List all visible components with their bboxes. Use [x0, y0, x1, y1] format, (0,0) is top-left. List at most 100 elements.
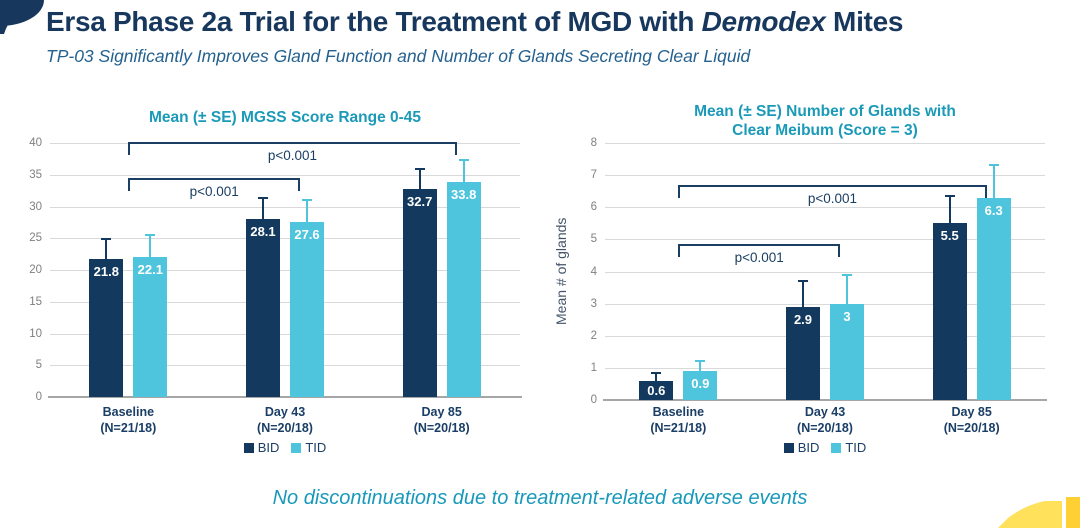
y-axis-tick-label: 35: [29, 168, 42, 181]
bar-tid: [830, 303, 864, 400]
y-axis-tick-label: 0: [35, 391, 42, 403]
bar-value-label: 5.5: [940, 228, 959, 244]
bar-bid: [402, 189, 437, 397]
page-title-prefix: Ersa Phase 2a Trial for the Treatment of…: [46, 6, 702, 37]
error-bar-cap: [145, 234, 156, 237]
error-bar: [462, 160, 465, 183]
error-bar: [948, 196, 951, 224]
x-axis-line: [603, 399, 1047, 401]
error-bar-cap: [302, 199, 312, 202]
legend-swatch-icon: [783, 442, 794, 453]
gridline: [50, 365, 520, 367]
y-axis-tick-label: 8: [590, 137, 597, 149]
gridline: [50, 206, 520, 208]
y-axis-tick-label: 5: [35, 359, 42, 372]
bar-value-label: 21.8: [93, 263, 119, 279]
error-bar-cap: [842, 273, 852, 276]
chart-mgss-score: Mean (± SE) MGSS Score Range 0-45 0 5 10 15 2…: [0, 100, 545, 472]
error-bar-cap: [101, 237, 112, 240]
error-bar-cap: [258, 197, 268, 200]
significance-bracket: [678, 184, 987, 198]
chart-legend: BID TID: [50, 440, 520, 455]
bar-value-label: 27.6: [294, 226, 320, 242]
error-bar-cap: [988, 164, 999, 167]
legend-item-tid: TID: [831, 440, 866, 455]
bar-bid: [932, 223, 967, 400]
legend-item-bid: BID: [783, 440, 820, 455]
error-bar: [306, 200, 308, 222]
bar-bid: [246, 218, 280, 397]
gridline: [605, 207, 1045, 209]
y-axis-tick-label: 4: [590, 265, 597, 278]
significance-bracket: [128, 177, 300, 191]
gridline: [605, 367, 1045, 369]
bar-value-label: 33.8: [451, 187, 477, 203]
p-value-label: p<0.001: [189, 183, 239, 199]
bar-bid: [89, 258, 124, 397]
gridline: [605, 303, 1045, 305]
corner-logo-icon: [0, 0, 44, 34]
significance-bracket: [128, 141, 457, 155]
y-axis-tick-label: 5: [590, 233, 597, 246]
gridline: [50, 174, 520, 176]
error-bar-cap: [458, 159, 469, 162]
bar-value-label: 0.6: [647, 382, 666, 398]
bar-value-label: 0.9: [691, 376, 710, 392]
error-bar: [655, 372, 658, 381]
bar-value-label: 6.3: [984, 202, 1003, 218]
page-title: Ersa Phase 2a Trial for the Treatment of…: [46, 6, 903, 38]
bar-value-label: 28.1: [250, 223, 276, 239]
bar-value-label: 32.7: [407, 194, 433, 210]
y-axis-tick-label: 15: [29, 295, 42, 308]
legend-label: TID: [845, 440, 867, 455]
p-value-label: p<0.001: [807, 190, 858, 206]
y-axis-tick-label: 40: [29, 137, 42, 149]
bar-value-label: 2.9: [793, 311, 813, 327]
y-axis-tick-label: 6: [590, 201, 597, 214]
bar-bid: [639, 380, 674, 400]
error-bar: [802, 281, 804, 307]
y-axis-tick-label: 25: [29, 232, 42, 245]
error-bar-cap: [798, 280, 808, 283]
error-bar: [149, 235, 152, 257]
x-axis-line: [48, 396, 522, 398]
x-axis-category-label: Day 43 (N=20/18): [797, 405, 853, 435]
error-bar-cap: [695, 360, 706, 363]
bar-tid: [446, 182, 481, 397]
x-axis-category-label: Day 85 (N=20/18): [943, 405, 1000, 435]
chart-title: Mean (± SE) MGSS Score Range 0-45: [148, 109, 422, 126]
legend-swatch-icon: [831, 442, 842, 453]
gridline: [605, 175, 1045, 177]
y-axis-title: Mean # of glands: [553, 217, 569, 326]
gridline: [605, 143, 1045, 144]
page-title-suffix: Mites: [825, 6, 904, 37]
error-bar: [992, 165, 995, 198]
error-bar: [105, 238, 108, 259]
gridline: [605, 335, 1045, 337]
bar-value-label: 22.1: [137, 261, 163, 277]
bar-tid: [133, 256, 168, 397]
chart-title: Mean (± SE) Number of Glands with Clear M…: [694, 103, 956, 139]
legend-item-bid: BID: [243, 440, 280, 455]
error-bar: [846, 274, 848, 304]
bar-tid: [976, 197, 1011, 400]
chart-legend: BID TID: [605, 440, 1045, 455]
y-axis-tick-label: 7: [590, 169, 597, 182]
legend-swatch-icon: [291, 442, 302, 453]
legend-label: BID: [797, 440, 820, 455]
x-axis-category-label: Day 43 (N=20/18): [257, 405, 313, 435]
gridline: [50, 301, 520, 303]
gridline: [50, 270, 520, 271]
x-axis-category-label: Baseline (N=21/18): [650, 405, 707, 435]
bar-tid: [290, 221, 324, 397]
p-value-label: p<0.001: [267, 147, 318, 163]
x-axis-category-label: Baseline (N=21/18): [100, 405, 157, 435]
x-axis-category-label: Day 85 (N=20/18): [413, 405, 470, 435]
corner-decoration-icon: [998, 497, 1080, 528]
chart-glands-clear-meibum: Mean (± SE) Number of Glands with Clear M…: [545, 100, 1080, 472]
y-axis-tick-label: 30: [29, 200, 42, 213]
legend-label: BID: [257, 440, 280, 455]
gridline: [605, 271, 1045, 273]
bar-bid: [786, 306, 820, 400]
